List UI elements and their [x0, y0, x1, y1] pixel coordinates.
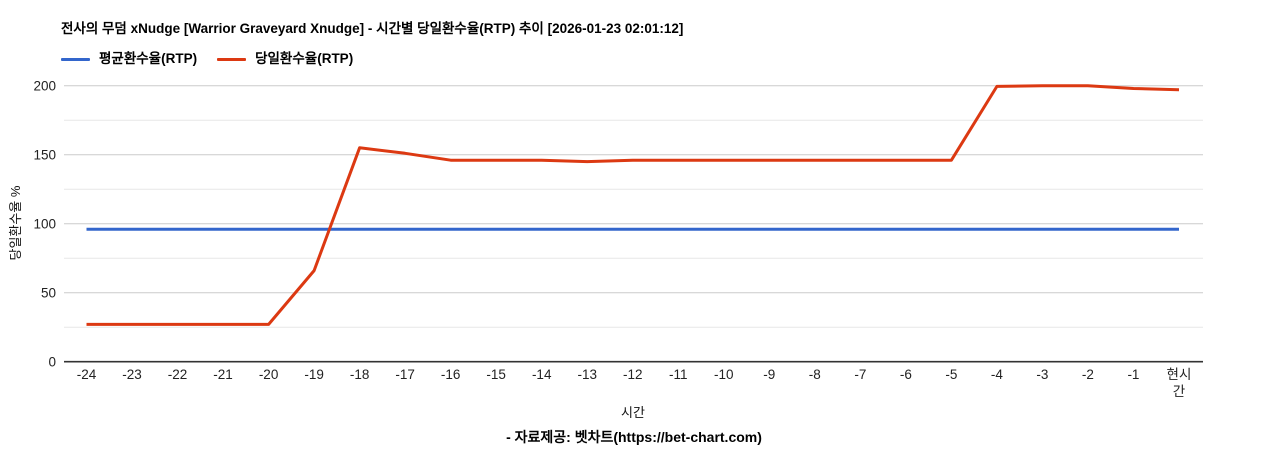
- legend-item-daily-rtp[interactable]: 당일환수율(RTP): [217, 51, 353, 67]
- legend-line-swatch-daily-rtp: [217, 57, 247, 61]
- x-tick-label: 간: [1173, 384, 1185, 399]
- x-tick-label: -6: [900, 367, 912, 382]
- x-tick-label: -9: [763, 367, 775, 382]
- chart-title: 전사의 무덤 xNudge [Warrior Graveyard Xnudge]…: [61, 21, 684, 36]
- x-tick-label: -12: [623, 367, 643, 382]
- x-tick-label: -16: [441, 367, 461, 382]
- x-tick-label: -4: [991, 367, 1003, 382]
- x-tick-label: -22: [168, 367, 188, 382]
- chart-legend: 평균환수율(RTP) 당일환수율(RTP): [61, 51, 353, 67]
- y-tick-label: 50: [41, 286, 56, 301]
- data-source-credit: - 자료제공: 벳차트(https://bet-chart.com): [506, 429, 762, 445]
- y-tick-label: 200: [33, 79, 56, 94]
- y-axis-title: 당일환수율 %: [8, 185, 23, 260]
- x-tick-label: -2: [1082, 367, 1094, 382]
- x-tick-label: -14: [532, 367, 552, 382]
- x-tick-label: -3: [1036, 367, 1048, 382]
- x-tick-label: -7: [854, 367, 866, 382]
- legend-label-average-rtp: 평균환수율(RTP): [99, 51, 198, 66]
- daily-rtp-line[interactable]: [86, 84, 1180, 326]
- x-tick-label: -21: [213, 367, 233, 382]
- x-tick-label: 현시: [1167, 367, 1192, 382]
- y-tick-label: 0: [48, 355, 56, 370]
- x-tick-label: -18: [350, 367, 370, 382]
- x-tick-label: -17: [395, 367, 415, 382]
- x-tick-label: -11: [669, 367, 688, 382]
- y-tick-label: 150: [33, 148, 56, 163]
- x-tick-label: -13: [577, 367, 597, 382]
- x-tick-label: -24: [77, 367, 97, 382]
- legend-label-daily-rtp: 당일환수율(RTP): [255, 51, 354, 66]
- x-tick-label: -8: [809, 367, 821, 382]
- x-tick-label: -23: [122, 367, 142, 382]
- legend-line-swatch-average-rtp: [61, 57, 90, 61]
- x-tick-label: -10: [714, 367, 734, 382]
- x-axis-title: 시간: [621, 405, 645, 420]
- x-tick-label: -20: [259, 367, 279, 382]
- x-tick-label: -5: [945, 367, 957, 382]
- y-tick-label: 100: [33, 217, 56, 232]
- x-tick-label: -15: [486, 367, 506, 382]
- x-tick-label: -1: [1127, 367, 1139, 382]
- x-tick-label: -19: [304, 367, 324, 382]
- legend-item-average-rtp[interactable]: 평균환수율(RTP): [61, 51, 197, 67]
